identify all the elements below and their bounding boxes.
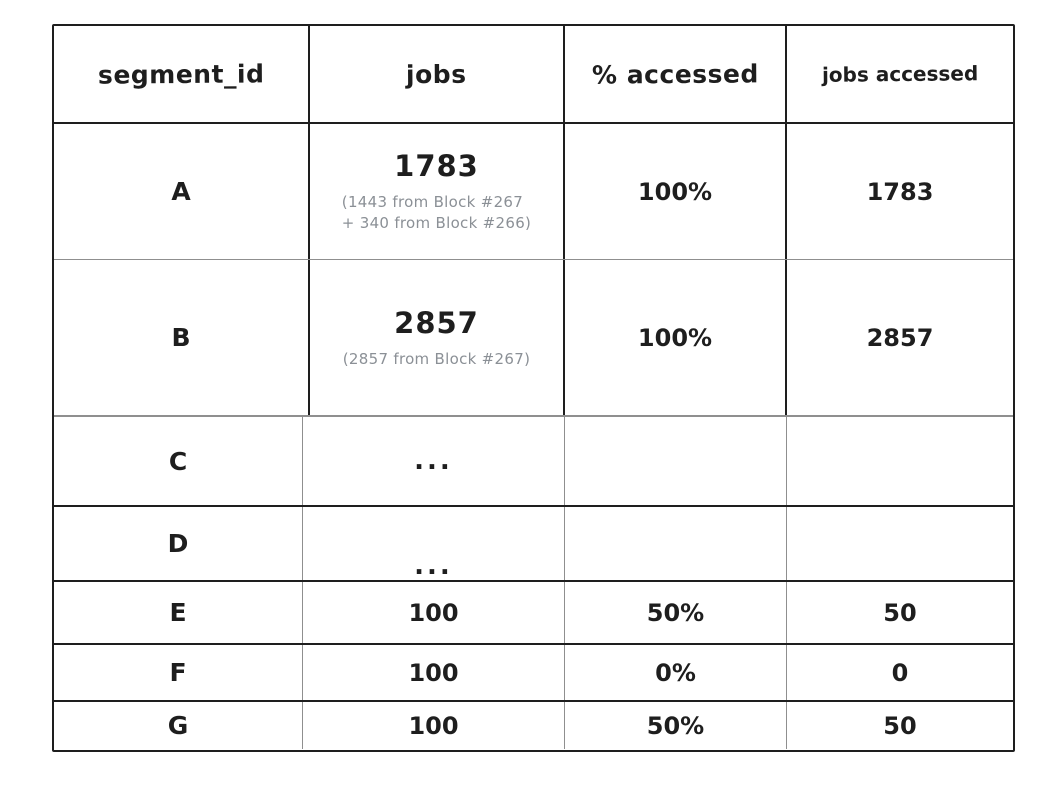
header-label-segment-id: segment_id: [97, 58, 265, 90]
jobs-breakdown-note: (2857 from Block #267): [342, 349, 531, 368]
cell-c-pct-accessed: [565, 417, 787, 505]
table-row-segment-a: A 1783 (1443 from Block #267 + 340 from …: [54, 124, 1013, 260]
cell-d-segment-id: D: [54, 507, 303, 580]
jobs-value: 1783: [394, 149, 479, 183]
table-row-segment-e: E 100 50% 50: [54, 582, 1013, 645]
cell-c-segment-id: C: [54, 417, 303, 505]
segment-id-value: C: [168, 446, 188, 476]
jobs-value: 100: [408, 711, 459, 740]
cell-b-pct-accessed: 100%: [565, 260, 787, 415]
table-row-segment-b: B 2857 (2857 from Block #267) 100% 2857: [54, 260, 1013, 417]
table-row-segment-g: G 100 50% 50: [54, 702, 1013, 749]
cell-e-pct-accessed: 50%: [565, 582, 787, 643]
segment-id-value: B: [171, 323, 191, 352]
jobs-value: 100: [408, 598, 459, 627]
header-cell-jobs-accessed: jobs accessed: [787, 26, 1013, 122]
table-row-segment-f: F 100 0% 0: [54, 645, 1013, 702]
cell-a-jobs-accessed: 1783: [787, 124, 1013, 259]
jobs-accessed-value: 2857: [866, 323, 934, 352]
jobs-accessed-value: 1783: [866, 177, 934, 206]
cell-d-jobs: ...: [303, 507, 565, 580]
table-row-segment-d: D ...: [54, 507, 1013, 582]
cell-g-pct-accessed: 50%: [565, 702, 787, 749]
table-header-row: segment_id jobs % accessed jobs accessed: [54, 26, 1013, 124]
jobs-value: 100: [408, 658, 459, 687]
segment-id-value: G: [167, 711, 189, 740]
segment-id-value: E: [169, 598, 187, 627]
table-row-segment-c: C ...: [54, 417, 1013, 507]
header-cell-pct-accessed: % accessed: [565, 26, 787, 122]
cell-f-jobs: 100: [303, 645, 565, 700]
cell-d-jobs-accessed: [787, 507, 1013, 580]
segment-id-value: A: [171, 177, 191, 206]
cell-f-segment-id: F: [54, 645, 303, 700]
header-cell-segment-id: segment_id: [54, 26, 310, 122]
cell-b-jobs-accessed: 2857: [787, 260, 1013, 415]
cell-e-segment-id: E: [54, 582, 303, 643]
pct-accessed-value: 50%: [646, 711, 705, 740]
header-label-pct-accessed: % accessed: [591, 58, 759, 90]
segment-id-value: D: [167, 529, 189, 558]
cell-b-segment-id: B: [54, 260, 310, 415]
cell-d-pct-accessed: [565, 507, 787, 580]
jobs-accessed-value: 50: [883, 711, 917, 740]
segments-jobs-table: segment_id jobs % accessed jobs accessed…: [52, 24, 1015, 752]
cell-a-segment-id: A: [54, 124, 310, 259]
cell-g-segment-id: G: [54, 702, 303, 749]
header-label-jobs-accessed: jobs accessed: [821, 61, 979, 87]
jobs-breakdown-note: (1443 from Block #267 + 340 from Block #…: [341, 193, 532, 232]
cell-f-pct-accessed: 0%: [565, 645, 787, 700]
segment-id-value: F: [169, 658, 187, 687]
pct-accessed-value: 100%: [637, 323, 713, 352]
cell-a-jobs: 1783 (1443 from Block #267 + 340 from Bl…: [310, 124, 565, 259]
header-cell-jobs: jobs: [310, 26, 565, 122]
jobs-accessed-value: 50: [883, 598, 917, 627]
jobs-value: 2857: [394, 305, 479, 340]
header-label-jobs: jobs: [406, 59, 467, 89]
pct-accessed-value: 50%: [646, 598, 705, 627]
pct-accessed-value: 0%: [655, 658, 696, 687]
pct-accessed-value: 100%: [637, 177, 713, 206]
cell-e-jobs: 100: [303, 582, 565, 643]
cell-g-jobs: 100: [303, 702, 565, 749]
cell-e-jobs-accessed: 50: [787, 582, 1013, 643]
cell-g-jobs-accessed: 50: [787, 702, 1013, 749]
cell-b-jobs: 2857 (2857 from Block #267): [310, 260, 565, 415]
cell-a-pct-accessed: 100%: [565, 124, 787, 259]
jobs-accessed-value: 0: [891, 658, 909, 687]
cell-c-jobs-accessed: [787, 417, 1013, 505]
cell-c-jobs: ...: [303, 417, 565, 505]
cell-f-jobs-accessed: 0: [787, 645, 1013, 700]
